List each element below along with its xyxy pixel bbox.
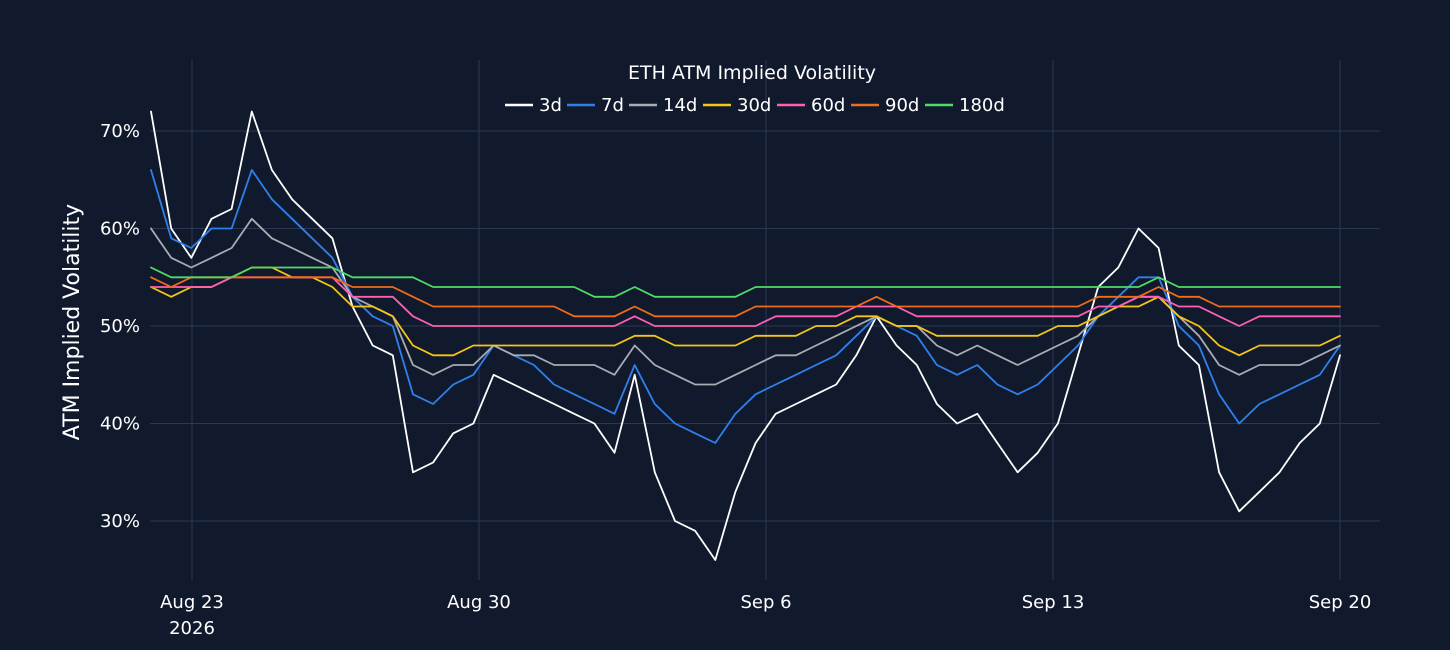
y-tick-label: 70% <box>100 121 140 142</box>
y-axis: 30% 40% 50% 60% 70% <box>100 121 140 532</box>
legend-item-60d[interactable]: 60d <box>777 95 845 116</box>
legend-label: 180d <box>959 95 1005 116</box>
legend-label: 30d <box>737 95 771 116</box>
x-tick-label: Aug 23 <box>160 592 224 613</box>
series-lines <box>150 110 1341 561</box>
x-tick-label: Sep 6 <box>740 592 791 613</box>
legend-label: 3d <box>539 95 562 116</box>
series-line-7d <box>150 169 1341 444</box>
x-tick-label: 2026 <box>169 618 215 639</box>
series-line-60d <box>150 276 1341 327</box>
series-line-3d <box>150 110 1341 561</box>
x-tick-label: Sep 20 <box>1309 592 1372 613</box>
series-line-90d <box>150 276 1341 318</box>
legend-item-14d[interactable]: 14d <box>629 95 697 116</box>
chart-title: ETH ATM Implied Volatility <box>628 62 876 84</box>
legend-item-7d[interactable]: 7d <box>567 95 624 116</box>
y-tick-label: 30% <box>100 511 140 532</box>
series-line-180d <box>150 266 1341 298</box>
y-axis-title: ATM Implied Volatility <box>60 204 85 440</box>
series-line-30d <box>150 266 1341 357</box>
legend-item-30d[interactable]: 30d <box>703 95 771 116</box>
x-tick-label: Aug 30 <box>447 592 511 613</box>
legend-label: 90d <box>885 95 919 116</box>
legend-item-3d[interactable]: 3d <box>505 95 562 116</box>
x-axis: Aug 23 2026 Aug 30 Sep 6 Sep 13 Sep 20 <box>160 592 1371 639</box>
x-tick-label: Sep 13 <box>1022 592 1085 613</box>
legend: 3d 7d 14d 30d 60d 90d 180d <box>505 95 1005 116</box>
legend-item-90d[interactable]: 90d <box>851 95 919 116</box>
legend-item-180d[interactable]: 180d <box>925 95 1005 116</box>
y-tick-label: 50% <box>100 316 140 337</box>
legend-label: 60d <box>811 95 845 116</box>
legend-label: 14d <box>663 95 697 116</box>
y-tick-label: 60% <box>100 219 140 240</box>
legend-label: 7d <box>601 95 624 116</box>
grid <box>150 60 1380 580</box>
series-line-14d <box>150 217 1341 386</box>
y-tick-label: 40% <box>100 414 140 435</box>
